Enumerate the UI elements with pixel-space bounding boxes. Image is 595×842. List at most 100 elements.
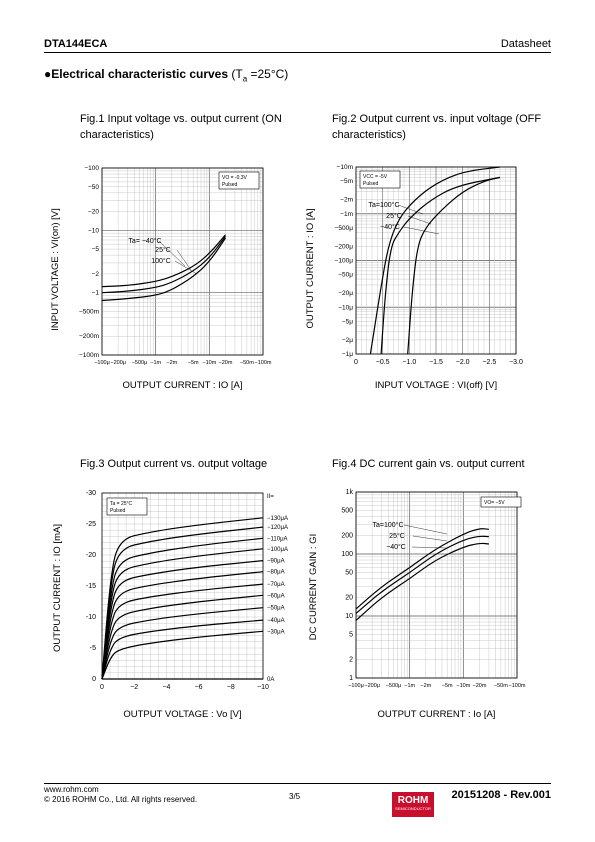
plot-frame — [355, 491, 518, 679]
y-tick-label: 1 — [349, 675, 353, 682]
footer-copyright: © 2016 ROHM Co., Ltd. All rights reserve… — [44, 795, 198, 804]
x-tick-label: −2 — [130, 684, 138, 691]
y-tick-label: -25 — [86, 521, 96, 528]
fig4-leader-line — [403, 524, 448, 535]
footer-rule — [44, 783, 551, 784]
fig3-param-label: II= — [267, 494, 274, 500]
y-tick-label: -10 — [86, 614, 96, 621]
x-tick-label: −1.0 — [402, 359, 416, 366]
fig3-series-label: −80μA — [267, 570, 285, 576]
fig2-caption: Fig.2 Output current vs. input voltage (… — [332, 113, 542, 141]
x-tick-label: −6 — [195, 684, 203, 691]
fig1-legend-text: Pulsed — [222, 182, 238, 188]
y-tick-label: 1k — [346, 489, 354, 496]
y-tick-label: 200 — [341, 532, 353, 539]
y-tick-label: −500m — [79, 308, 99, 315]
fig4-leader-line — [411, 546, 448, 549]
fig1-series-label: Ta= −40°C — [128, 237, 161, 245]
x-tick-label: −100μ — [94, 360, 110, 366]
fig1-caption: Fig.1 Input voltage vs. output current (… — [80, 113, 282, 141]
y-tick-label: −500μ — [335, 225, 354, 232]
y-tick-label: −100μ — [335, 258, 354, 265]
x-tick-label: −20m — [219, 360, 233, 366]
fig4-leader-line — [412, 535, 448, 542]
footer-revision: 20151208 - Rev.001 — [451, 789, 552, 801]
x-tick-label: −20m — [473, 683, 487, 689]
section-title: ●Electrical characteristic curves (Ta =2… — [44, 67, 288, 83]
fig3-series-label: −100μA — [267, 547, 288, 553]
plot-frame — [101, 167, 264, 356]
y-tick-label: 20 — [345, 594, 353, 601]
y-tick-label: -15 — [86, 583, 96, 590]
x-tick-label: −100μ — [348, 683, 364, 689]
fig3-caption: Fig.3 Output current vs. output voltage — [80, 458, 268, 470]
y-tick-label: −10 — [88, 227, 99, 234]
x-tick-label: −50m — [494, 683, 508, 689]
fig1-series-line — [101, 236, 226, 294]
y-tick-label: 100 — [341, 551, 353, 558]
fig1-legend-box — [218, 171, 260, 190]
y-tick-label: −200μ — [335, 243, 354, 250]
y-tick-label: −2 — [92, 271, 100, 278]
y-tick-label: −5μ — [342, 318, 353, 325]
fig2-leader-line — [407, 215, 432, 225]
header-part-number: DTA144ECA — [44, 38, 108, 50]
fig2-legend-text: Pulsed — [363, 181, 379, 187]
fig2-series-line — [369, 166, 501, 355]
x-tick-label: −2.0 — [456, 359, 470, 366]
fig4-legend-box — [480, 496, 522, 508]
fig1-ylabel: INPUT VOLTAGE : VI(on) [V] — [50, 208, 61, 330]
y-tick-label: −1 — [92, 290, 100, 297]
fig3-ylabel: OUTPUT CURRENT : IO [mA] — [52, 524, 63, 652]
y-tick-label: −20μ — [338, 290, 353, 297]
x-tick-label: −2m — [166, 360, 177, 366]
fig2-series-line — [407, 176, 501, 355]
x-tick-label: −500μ — [386, 683, 402, 689]
x-tick-label: 0 — [354, 359, 358, 366]
y-tick-label: 50 — [345, 570, 353, 577]
section-cond: (T — [228, 67, 243, 81]
fig3-series-label: −60μA — [267, 593, 285, 599]
footer-site[interactable]: www.rohm.com — [44, 785, 99, 794]
fig3-series-label: −40μA — [267, 618, 285, 624]
rohm-logo-sub: SEMICONDUCTOR — [395, 806, 431, 811]
fig2-ylabel: OUTPUT CURRENT : IO [A] — [305, 209, 316, 329]
y-tick-label: −10m — [337, 164, 353, 171]
y-tick-label: −5 — [92, 246, 100, 253]
fig3-series-label: −130μA — [267, 516, 288, 522]
fig1-leader-line — [174, 260, 198, 275]
fig1-leader-line — [158, 240, 186, 267]
x-tick-label: −5m — [188, 360, 199, 366]
x-tick-label: −4 — [162, 684, 170, 691]
y-tick-label: 2 — [349, 656, 353, 663]
fig4-legend-text: VO= −5V — [484, 500, 505, 506]
x-tick-label: −3.0 — [509, 359, 523, 366]
x-tick-label: −50m — [240, 360, 254, 366]
y-tick-label: -30 — [86, 490, 96, 497]
y-tick-label: −200m — [79, 333, 99, 340]
x-tick-label: −100m — [509, 683, 526, 689]
fig4-series-line — [355, 542, 489, 621]
fig4-chart: −100μ −200μ −500μ −1m −2m −5m −10m −20m −50m −100… — [308, 489, 526, 720]
y-tick-label: −20 — [88, 209, 99, 216]
section-cond-sub: a — [242, 74, 248, 84]
fig3-series-line — [101, 619, 264, 680]
x-tick-label: −200μ — [110, 360, 126, 366]
x-tick-label: −10m — [456, 683, 470, 689]
x-tick-label: −1m — [150, 360, 161, 366]
fig3-series-label: −70μA — [267, 582, 285, 588]
section-cond-post: =25°C) — [247, 67, 289, 81]
y-tick-label: −5m — [340, 178, 353, 185]
fig4-xlabel: OUTPUT CURRENT : Io [A] — [378, 709, 496, 720]
fig2-series-label: 25°C — [386, 212, 402, 220]
fig2-legend-text: VCC = -5V — [363, 174, 388, 180]
y-tick-label: -20 — [86, 552, 96, 559]
y-tick-label: −10μ — [338, 304, 353, 311]
y-tick-label: -5 — [90, 645, 96, 652]
fig4-series-line — [355, 528, 489, 610]
y-tick-label: −1μ — [342, 351, 353, 358]
bullet-icon: ● — [44, 67, 52, 81]
fig3-series-label: −120μA — [267, 525, 288, 531]
fig4-ylabel: DC CURRENT GAIN : GI — [308, 534, 319, 640]
footer-page: 3/5 — [289, 792, 301, 801]
